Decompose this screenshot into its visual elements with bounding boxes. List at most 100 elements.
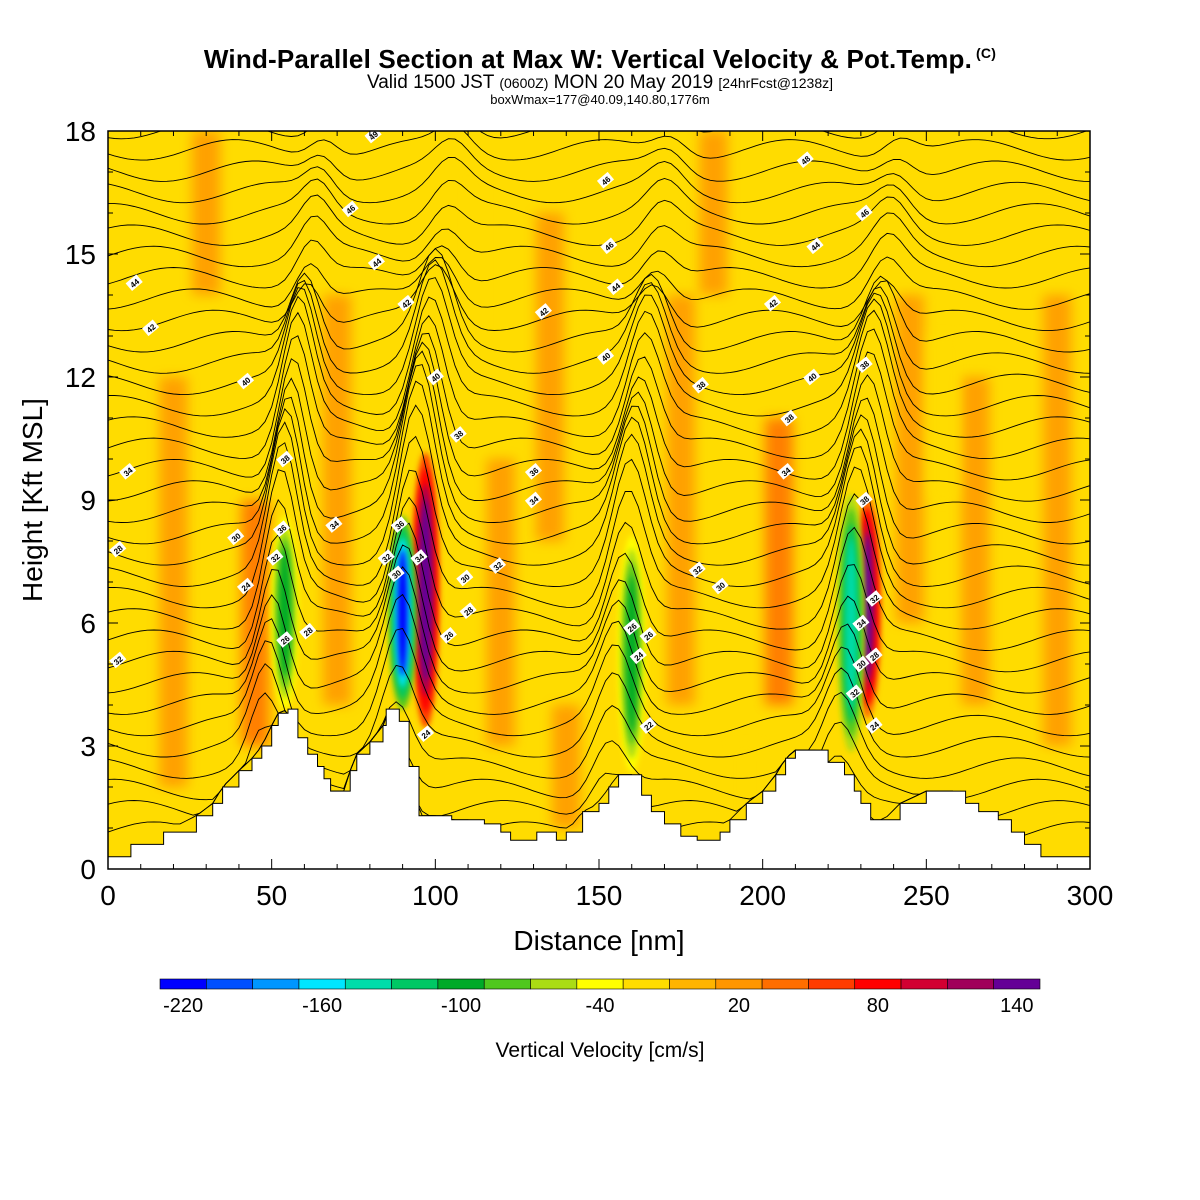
x-tick-label: 0 xyxy=(100,880,116,911)
theta-label-bg xyxy=(387,565,405,583)
theta-label-bg xyxy=(397,294,415,312)
velocity-patch xyxy=(486,459,515,746)
theta-label-bg xyxy=(777,462,795,480)
velocity-patch xyxy=(765,418,794,705)
theta-label-bg xyxy=(272,520,291,538)
velocity-patch xyxy=(961,377,990,705)
velocity-patch xyxy=(666,295,695,705)
theta-label-bg xyxy=(596,171,615,189)
downdraft-core xyxy=(626,575,637,732)
theta-contours xyxy=(108,131,1090,838)
theta-label-bg xyxy=(524,462,543,480)
theta-label-bg xyxy=(410,549,428,566)
theta-label-bg xyxy=(377,549,395,566)
theta-contour xyxy=(108,593,1090,715)
theta-label-bg xyxy=(534,303,552,320)
y-tick-label: 12 xyxy=(65,362,96,393)
y-tick-label: 3 xyxy=(80,731,96,762)
y-tick-label: 15 xyxy=(65,239,96,270)
terrain xyxy=(108,708,1090,869)
velocity-patch xyxy=(454,172,483,336)
x-tick-label: 50 xyxy=(256,880,287,911)
theta-label-bg xyxy=(763,294,782,312)
x-tick-label: 300 xyxy=(1067,880,1114,911)
theta-contour xyxy=(108,295,1090,417)
downdraft-core xyxy=(397,549,408,677)
theta-contour xyxy=(108,247,1090,353)
velocity-patch xyxy=(192,131,221,295)
theta-contour xyxy=(108,435,1090,587)
colorbar-swatch xyxy=(900,978,948,990)
theta-label-bg xyxy=(629,647,647,665)
y-tick-label: 18 xyxy=(65,116,96,147)
theta-label-bg xyxy=(236,577,255,595)
velocity-patch xyxy=(323,295,352,705)
velocity-patch xyxy=(535,213,564,541)
theta-label-bg xyxy=(524,491,543,509)
plot-area: 4442403428302432363226283834494644424038… xyxy=(108,129,1090,869)
theta-label-bg xyxy=(865,590,883,607)
x-tick-label: 150 xyxy=(576,880,623,911)
y-tick-label: 6 xyxy=(80,608,96,639)
theta-label-bg xyxy=(142,319,160,337)
theta-contour xyxy=(108,194,1090,246)
theta-label-bg xyxy=(416,725,435,743)
theta-label-bg xyxy=(426,368,444,386)
velocity-patch xyxy=(552,705,581,828)
theta-label-text: 49 xyxy=(367,129,380,142)
theta-label-bg xyxy=(276,450,294,468)
colorbar-tick-label: -40 xyxy=(586,995,615,1017)
colorbar-swatch xyxy=(622,978,670,990)
theta-label-bg xyxy=(865,717,883,734)
colorbar-swatch xyxy=(947,978,994,990)
x-tick-label: 250 xyxy=(903,880,950,911)
theta-label-bg xyxy=(364,131,382,144)
theta-contour xyxy=(108,309,1090,438)
theta-label-bg xyxy=(109,651,127,669)
theta-label-bg xyxy=(109,540,127,558)
theta-contour xyxy=(108,404,1090,566)
theta-label: 49 xyxy=(364,129,382,144)
theta-contour xyxy=(108,364,1090,523)
subtitle-zulu: (0600Z) xyxy=(499,75,549,91)
colorbar-tick-label: -100 xyxy=(441,995,481,1017)
colorbar-tick-label: -220 xyxy=(163,995,203,1017)
theta-label-bg xyxy=(855,356,873,374)
theta-contour xyxy=(108,544,1090,673)
colorbar-swatch xyxy=(715,978,763,990)
colorbar-swatch xyxy=(344,978,392,990)
subtitle-fcst: [24hrFcst@1238z] xyxy=(718,75,834,91)
theta-contour xyxy=(108,212,1090,268)
theta-contour xyxy=(108,663,1090,758)
title-unit: (C) xyxy=(976,45,997,61)
theta-label-bg xyxy=(390,516,408,533)
theta-label-bg xyxy=(855,491,873,509)
colorbar-swatch xyxy=(437,978,485,990)
theta-label-bg xyxy=(796,151,814,169)
theta-label-bg xyxy=(852,655,870,673)
theta-label-bg xyxy=(845,684,863,702)
colorbar-tick-label: -160 xyxy=(302,995,342,1017)
theta-label-bg xyxy=(865,647,883,665)
theta-label-bg xyxy=(276,631,294,648)
theta-contour xyxy=(108,138,1090,182)
theta-label-bg xyxy=(459,602,477,620)
colorbar-swatch xyxy=(252,978,300,990)
theta-contour xyxy=(108,691,1090,779)
theta-label-bg xyxy=(596,348,615,365)
y-tick-label: 9 xyxy=(80,485,96,516)
theta-label-bg xyxy=(803,368,821,386)
y-axis-label: Height [Kft MSL] xyxy=(17,398,48,602)
theta-contour xyxy=(108,232,1090,289)
updraft-core xyxy=(420,499,431,681)
velocity-patch xyxy=(159,377,188,787)
y-tick-label: 0 xyxy=(80,854,96,885)
chart-title: Wind-Parallel Section at Max W: Vertical… xyxy=(203,44,997,74)
colorbar-tick-label: 140 xyxy=(1000,995,1033,1017)
colorbar-swatch xyxy=(854,978,902,990)
colorbar-swatch xyxy=(206,978,253,990)
theta-contour xyxy=(108,466,1090,609)
theta-contour xyxy=(108,341,1090,481)
theta-contour xyxy=(108,277,1090,396)
theta-label-bg xyxy=(639,626,657,644)
